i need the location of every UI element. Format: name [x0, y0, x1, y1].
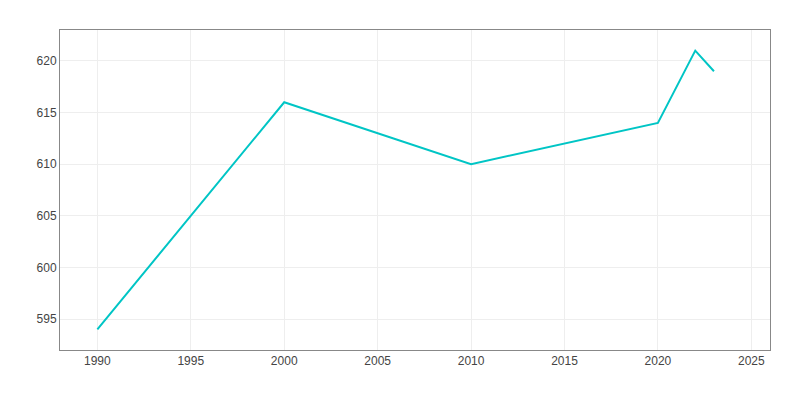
- svg-text:2020: 2020: [645, 354, 672, 368]
- svg-text:620: 620: [37, 54, 57, 68]
- svg-text:2000: 2000: [271, 354, 298, 368]
- svg-text:2015: 2015: [551, 354, 578, 368]
- svg-text:1990: 1990: [84, 354, 111, 368]
- svg-text:600: 600: [37, 261, 57, 275]
- svg-text:2025: 2025: [738, 354, 765, 368]
- svg-text:615: 615: [37, 106, 57, 120]
- svg-text:1995: 1995: [177, 354, 204, 368]
- svg-text:2010: 2010: [458, 354, 485, 368]
- svg-text:605: 605: [37, 209, 57, 223]
- svg-text:595: 595: [37, 312, 57, 326]
- svg-text:2005: 2005: [364, 354, 391, 368]
- svg-text:610: 610: [37, 157, 57, 171]
